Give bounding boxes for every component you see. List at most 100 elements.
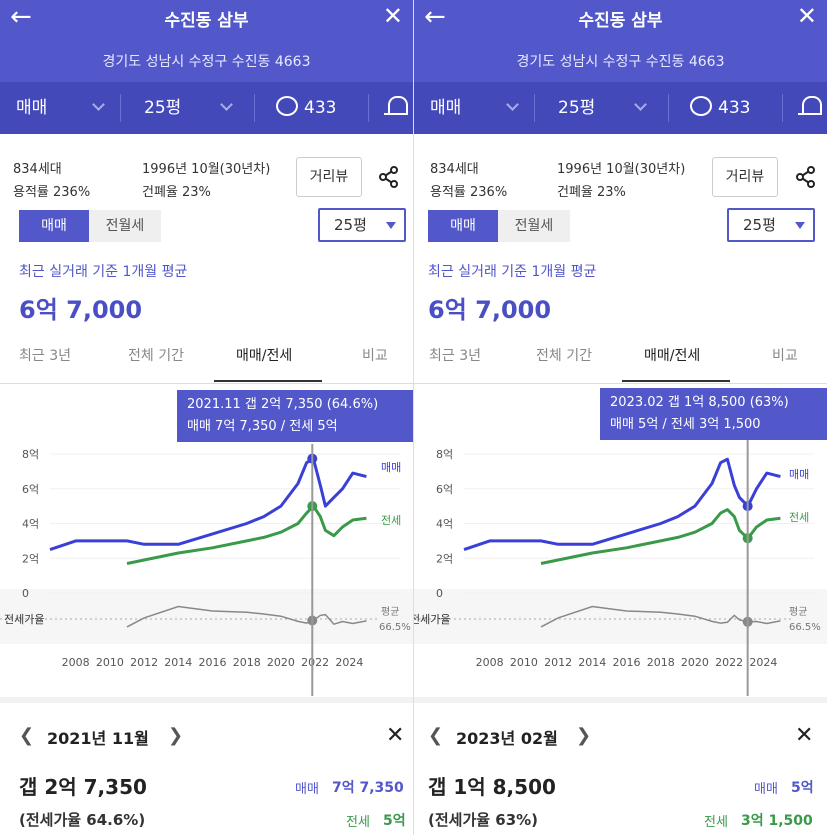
avg-ratio-value: 66.5% [789, 622, 821, 633]
tab-compare[interactable]: 비교 [362, 348, 388, 364]
tab-recent-3y[interactable]: 최근 3년 [19, 348, 71, 364]
address: 경기도 성남시 수정구 수진동 4663 [516, 54, 725, 70]
comments-button[interactable]: 433 [690, 82, 770, 134]
ratio-label: 전세가율 [4, 613, 44, 626]
size-label: 25평 [144, 98, 182, 118]
price-chart[interactable]: 8억 6억 4억 2억 0 2008 2010 2012 2014 2016 2018 2020 202… [414, 384, 827, 696]
price-chart[interactable]: 8억 6억 4억 2억 0 2008 2010 2012 2014 2016 2018 2020 202… [0, 384, 413, 696]
detail-sale-label: 매매 [754, 782, 778, 797]
prev-month-icon[interactable]: ❮ [19, 725, 35, 746]
chevron-down-icon [220, 98, 233, 111]
x-tick-label: 2024 [749, 656, 777, 669]
average-label: 최근 실거래 기준 1개월 평균 [428, 264, 597, 280]
distance-view-button[interactable]: 거리뷰 [712, 157, 778, 197]
close-icon[interactable]: ✕ [382, 2, 403, 30]
bell-icon[interactable] [798, 96, 822, 115]
next-month-icon[interactable]: ❯ [168, 725, 184, 746]
header: ← 수진동 삼부 ✕ 경기도 성남시 수정구 수진동 4663 매매 25평 4… [0, 0, 413, 134]
prev-month-icon[interactable]: ❮ [428, 725, 444, 746]
households: 834세대 [13, 162, 62, 177]
tab-compare[interactable]: 비교 [772, 348, 798, 364]
close-icon[interactable]: ✕ [386, 723, 405, 748]
panel-right: ← 수진동 삼부 ✕ 경기도 성남시 수정구 수진동 4663 매매 25평 4… [414, 0, 827, 835]
legend-rent: 전세 [381, 514, 401, 527]
x-tick-label: 2014 [164, 656, 192, 669]
chevron-down-icon [634, 98, 647, 111]
tooltip-gap: 2021.11 갭 2억 7,350 (64.6%) [187, 397, 379, 412]
legend-sale: 매매 [381, 461, 401, 474]
x-tick-label: 2012 [544, 656, 572, 669]
next-month-icon[interactable]: ❯ [576, 725, 592, 746]
y-tick-label: 4억 [436, 518, 453, 531]
tab-sale-rent[interactable]: 매매/전세 [644, 348, 701, 364]
share-icon[interactable] [795, 166, 817, 188]
avg-ratio-label: 평균 [789, 606, 807, 618]
y-tick-label: 0 [22, 587, 29, 600]
x-tick-label: 2008 [62, 656, 90, 669]
households: 834세대 [430, 162, 479, 177]
y-tick-label: 2억 [22, 552, 39, 565]
page-title: 수진동 삼부 [578, 11, 663, 31]
comment-count: 433 [304, 98, 337, 118]
toggle-sale[interactable]: 매매 [428, 210, 498, 242]
size-dropdown-label: 25평 [334, 216, 367, 234]
size-select[interactable]: 25평 [144, 82, 240, 134]
size-dropdown[interactable]: 25평 [318, 208, 406, 242]
detail-panel: ❮ 2021년 11월 ❯ ✕ 갭 2억 7,350 (전세가율 64.6%) … [0, 697, 413, 835]
detail-sale-label: 매매 [295, 782, 319, 797]
average-label: 최근 실거래 기준 1개월 평균 [19, 264, 188, 280]
tab-all-period[interactable]: 전체 기간 [536, 348, 592, 364]
x-tick-label: 2022 [301, 656, 329, 669]
average-price: 6억 7,000 [19, 296, 143, 324]
comments-button[interactable]: 433 [276, 82, 356, 134]
y-tick-label: 0 [436, 587, 443, 600]
size-label: 25평 [558, 98, 596, 118]
detail-month: 2023년 02월 [456, 729, 558, 748]
series-line-rent [540, 508, 781, 565]
built-year: 1996년 10월(30년차) [142, 162, 271, 177]
y-tick-label: 8억 [436, 448, 453, 461]
series-line-ratio [126, 605, 367, 628]
x-tick-label: 2010 [96, 656, 124, 669]
ratio-label: 전세가율 [414, 613, 450, 626]
x-tick-label: 2016 [613, 656, 641, 669]
detail-sale-value: 7억 7,350 [332, 780, 404, 796]
trade-select[interactable]: 매매 [16, 82, 112, 134]
gap-value: 갭 2억 7,350 [19, 775, 147, 799]
size-select[interactable]: 25평 [558, 82, 654, 134]
x-tick-label: 2022 [715, 656, 743, 669]
back-arrow-icon[interactable]: ← [10, 2, 32, 32]
tab-sale-rent[interactable]: 매매/전세 [236, 348, 293, 364]
x-tick-label: 2018 [233, 656, 261, 669]
trade-label: 매매 [430, 98, 462, 118]
share-icon[interactable] [378, 166, 400, 188]
back-arrow-icon[interactable]: ← [424, 2, 446, 32]
chart-tooltip: 2021.11 갭 2억 7,350 (64.6%) 매매 7억 7,350 /… [177, 390, 413, 442]
x-tick-label: 2008 [476, 656, 504, 669]
toggle-sale[interactable]: 매매 [19, 210, 89, 242]
trade-label: 매매 [16, 98, 48, 118]
detail-rent-value: 5억 [383, 813, 406, 829]
trade-select[interactable]: 매매 [430, 82, 526, 134]
page-title: 수진동 삼부 [164, 11, 249, 31]
x-tick-label: 2018 [647, 656, 675, 669]
tab-recent-3y[interactable]: 최근 3년 [429, 348, 481, 364]
avg-ratio-label: 평균 [381, 606, 399, 618]
toggle-rent[interactable]: 전월세 [498, 210, 570, 242]
price-chart-svg: 8억 6억 4억 2억 0 2008 2010 2012 2014 2016 2018 2020 202… [0, 444, 413, 696]
toggle-rent[interactable]: 전월세 [89, 210, 161, 242]
chevron-down-icon [92, 98, 105, 111]
tooltip-prices: 매매 7억 7,350 / 전세 5억 [187, 419, 338, 434]
tab-all-period[interactable]: 전체 기간 [128, 348, 184, 364]
bell-icon[interactable] [384, 96, 408, 115]
close-icon[interactable]: ✕ [795, 723, 814, 748]
distance-view-button[interactable]: 거리뷰 [296, 157, 362, 197]
x-tick-label: 2016 [199, 656, 227, 669]
size-dropdown[interactable]: 25평 [727, 208, 815, 242]
series-line-rent [126, 504, 367, 565]
close-icon[interactable]: ✕ [796, 2, 817, 30]
y-tick-label: 2억 [436, 552, 453, 565]
average-price: 6억 7,000 [428, 296, 552, 324]
price-chart-svg: 8억 6억 4억 2억 0 2008 2010 2012 2014 2016 2018 2020 202… [414, 434, 827, 696]
chart-tooltip: 2023.02 갭 1억 8,500 (63%) 매매 5억 / 전세 3억 1… [600, 388, 827, 440]
